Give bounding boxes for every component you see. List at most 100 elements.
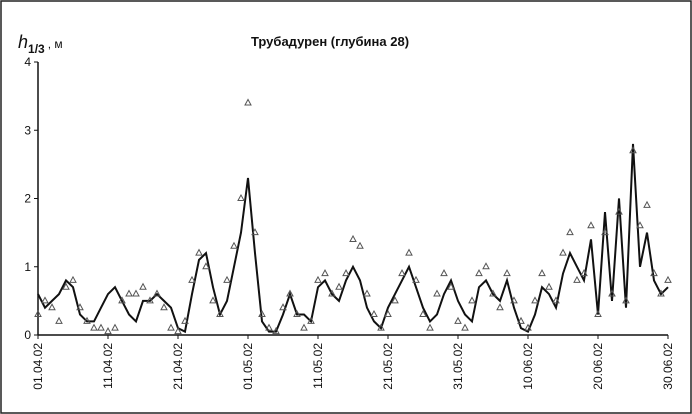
x-tick-label: 01.04.02: [31, 343, 45, 390]
triangle-marker: [83, 316, 91, 324]
triangle-marker: [629, 146, 637, 154]
y-tick-label: 2: [24, 192, 31, 206]
triangle-marker: [377, 323, 385, 331]
triangle-marker: [34, 309, 42, 318]
triangle-marker: [370, 309, 378, 318]
triangle-marker: [237, 193, 245, 201]
triangle-marker: [475, 269, 483, 277]
triangle-marker: [139, 282, 147, 290]
triangle-marker: [545, 282, 553, 290]
triangle-marker: [279, 303, 287, 311]
triangle-marker: [328, 289, 336, 297]
triangle-marker: [258, 309, 266, 318]
x-tick-label: 20.06.02: [591, 343, 605, 390]
triangle-marker: [202, 262, 210, 270]
triangle-marker: [531, 296, 539, 304]
triangle-marker: [482, 262, 490, 270]
triangle-marker: [510, 296, 518, 304]
triangle-marker: [160, 303, 168, 311]
triangle-marker: [405, 248, 413, 256]
triangle-marker: [356, 241, 364, 249]
triangle-marker: [566, 228, 574, 236]
triangle-marker: [447, 282, 455, 290]
triangle-marker: [559, 248, 567, 256]
triangle-marker: [489, 289, 497, 297]
triangle-marker: [426, 323, 434, 331]
triangle-marker: [587, 221, 595, 229]
y-label-main: h: [18, 32, 28, 52]
triangle-marker: [517, 316, 525, 324]
triangle-marker: [384, 309, 392, 318]
triangle-marker: [594, 309, 602, 318]
triangle-marker: [496, 303, 504, 311]
triangle-marker: [538, 269, 546, 277]
triangle-marker: [153, 289, 161, 297]
triangle-marker: [552, 296, 560, 304]
triangle-marker: [251, 228, 259, 236]
triangle-marker: [188, 275, 196, 283]
triangle-marker: [97, 323, 105, 331]
triangle-marker: [90, 323, 98, 331]
triangle-marker: [111, 323, 119, 331]
triangle-marker: [615, 207, 623, 215]
triangle-marker: [321, 269, 329, 277]
x-tick-label: 11.04.02: [101, 343, 115, 389]
triangle-marker: [69, 275, 77, 283]
triangle-marker: [286, 289, 294, 297]
triangle-marker: [244, 98, 252, 106]
x-tick-label: 21.04.02: [171, 343, 185, 390]
y-tick-label: 0: [24, 328, 31, 342]
triangle-marker: [209, 296, 217, 304]
triangle-marker: [118, 296, 126, 304]
triangle-marker: [657, 289, 665, 297]
triangle-marker: [55, 316, 63, 324]
y-label-sub: 1/3: [28, 42, 45, 56]
triangle-marker: [342, 269, 350, 277]
triangle-marker: [48, 303, 56, 311]
triangle-marker: [419, 309, 427, 318]
triangle-marker: [503, 269, 511, 277]
triangle-marker: [307, 316, 315, 324]
triangle-marker: [62, 282, 70, 290]
x-tick-label: 30.06.02: [661, 343, 675, 390]
x-tick-label: 01.05.02: [241, 343, 255, 390]
triangle-marker: [573, 275, 581, 283]
triangle-marker: [132, 289, 140, 297]
y-label-unit: , м: [48, 37, 63, 51]
triangle-marker: [216, 309, 224, 318]
triangle-marker: [314, 275, 322, 283]
triangle-marker: [398, 269, 406, 277]
triangle-marker: [580, 269, 588, 277]
triangle-marker: [433, 289, 441, 297]
triangle-marker: [265, 323, 273, 331]
triangle-marker: [195, 248, 203, 256]
triangle-marker: [524, 323, 532, 331]
triangle-marker: [440, 269, 448, 277]
triangle-marker: [76, 303, 84, 311]
triangle-marker: [454, 316, 462, 324]
triangle-marker: [146, 296, 154, 304]
y-tick-label: 4: [24, 55, 31, 69]
triangle-marker: [636, 221, 644, 229]
triangle-marker: [41, 296, 49, 304]
triangle-marker: [601, 228, 609, 236]
triangle-marker: [643, 200, 651, 208]
triangle-marker: [391, 296, 399, 304]
y-tick-label: 3: [24, 123, 31, 137]
x-tick-label: 31.05.02: [451, 343, 465, 390]
data-line: [37, 143, 669, 334]
x-tick-label: 10.06.02: [521, 343, 535, 390]
triangle-marker: [468, 296, 476, 304]
triangle-marker: [335, 282, 343, 290]
triangle-marker: [349, 234, 357, 242]
triangle-marker: [174, 327, 182, 335]
triangle-marker: [650, 269, 658, 277]
chart-title: Трубадурен (глубина 28): [251, 34, 409, 49]
y-tick-label: 1: [24, 260, 31, 274]
triangle-marker: [608, 289, 616, 297]
triangle-marker: [230, 241, 238, 249]
triangle-marker: [300, 323, 308, 331]
triangle-marker: [104, 327, 112, 335]
